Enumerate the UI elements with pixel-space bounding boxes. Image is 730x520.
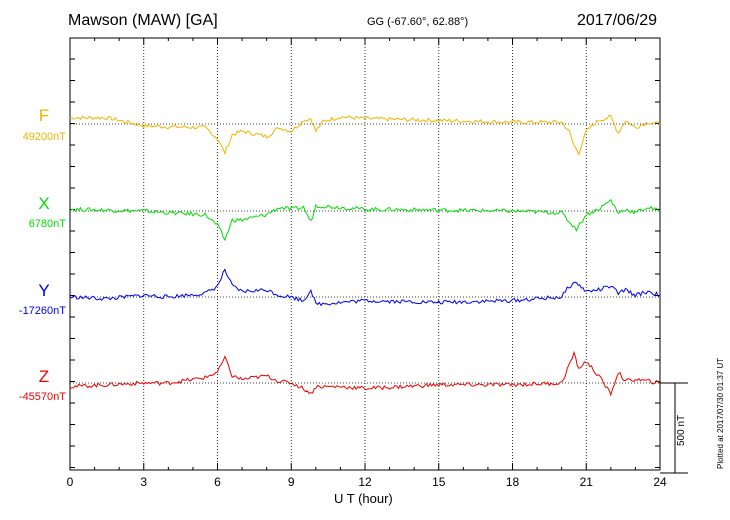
x-tick-label: 18 [506,475,520,489]
scale-bar-label: 500 nT [676,414,687,446]
trace-f [69,114,661,156]
component-baseline-z: -45570nT [18,391,66,403]
x-axis-label: U T (hour) [334,491,393,506]
x-tick-label: 9 [288,475,295,489]
component-label-y: Y [38,281,50,300]
trace-y [69,268,661,307]
trace-x [69,198,661,242]
component-label-x: X [38,194,50,213]
x-tick-label: 12 [358,475,372,489]
plot-date: 2017/06/29 [577,12,658,29]
component-label-z: Z [38,367,50,386]
component-label-f: F [38,106,50,125]
station-coordinates: GG (-67.60°, 62.88°) [367,16,469,28]
component-baseline-f: 49200nT [22,131,66,143]
x-tick-label: 3 [140,475,147,489]
x-tick-label: 0 [67,475,74,489]
x-tick-label: 24 [653,475,667,489]
x-tick-label: 21 [580,475,594,489]
plotted-timestamp: Plotted at 2017/07/30 01:37 UT [716,357,725,469]
component-baseline-y: -17260nT [18,305,66,317]
trace-z [69,350,661,397]
x-tick-label: 6 [214,475,221,489]
x-tick-label: 15 [432,475,446,489]
component-baseline-x: 6780nT [28,218,66,230]
station-title: Mawson (MAW) [GA] [68,12,218,29]
